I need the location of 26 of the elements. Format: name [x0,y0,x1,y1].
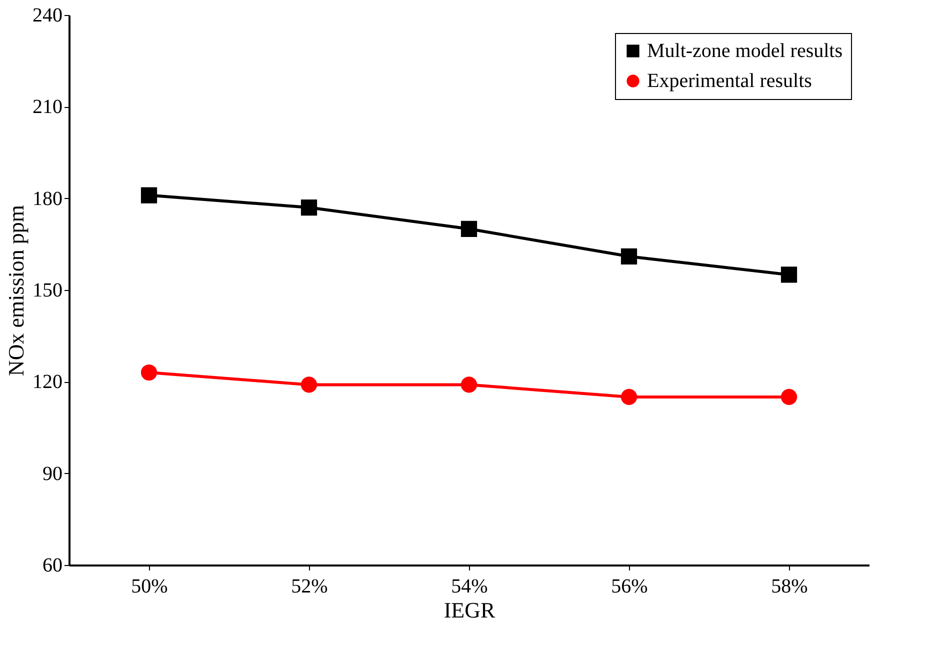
legend-label: Mult-zone model results [647,40,843,62]
point [140,187,158,204]
legend-label: Experimental results [647,70,812,92]
y-tick-label: 210 [32,96,62,118]
x-axis-title: IEGR [444,598,496,622]
y-tick-label: 60 [42,554,62,576]
point [780,388,798,405]
y-axis-title: NOx emission ppm [4,204,28,376]
y-tick-label: 90 [42,462,62,485]
y-tick-label: 120 [32,371,62,394]
x-tick-label: 56% [611,576,648,598]
y-tick-label: 180 [32,188,62,210]
y-tick-label: 150 [32,280,62,302]
point [620,248,638,264]
x-tick-label: 52% [291,576,328,598]
point [620,388,638,405]
y-tick-label: 240 [32,4,62,26]
point [780,266,798,283]
point [140,364,158,381]
x-tick-label: 58% [771,576,808,598]
x-tick-label: 54% [451,576,488,598]
point [460,376,478,393]
point [300,199,318,216]
point [300,376,318,393]
point [460,220,478,237]
x-tick-label: 50% [131,576,168,598]
